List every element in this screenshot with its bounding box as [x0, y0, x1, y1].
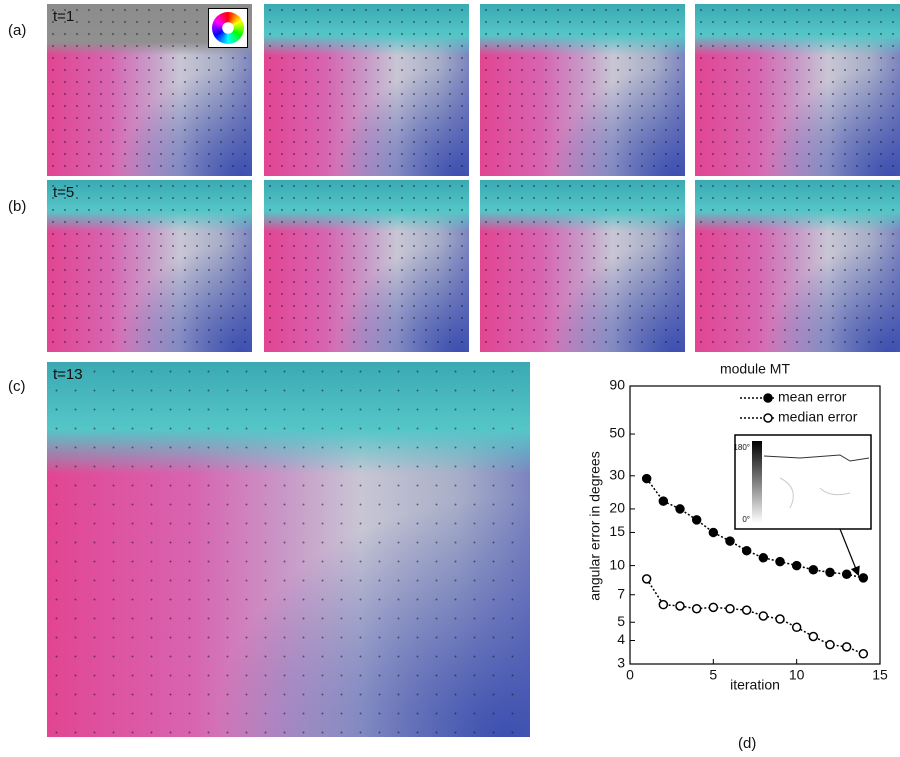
point [726, 605, 734, 613]
point [826, 641, 834, 649]
flow-image: t=5 [47, 180, 252, 352]
point [843, 643, 851, 651]
point [776, 558, 784, 566]
y-tick-label: 4 [617, 631, 625, 647]
point [809, 566, 817, 574]
color-wheel [208, 8, 248, 48]
flow-image: t=1 [47, 4, 252, 176]
y-tick-label: 15 [609, 523, 625, 539]
point [709, 603, 717, 611]
y-tick-label: 30 [609, 466, 625, 482]
x-tick-label: 15 [872, 667, 888, 683]
flow-image [695, 180, 900, 352]
x-tick-label: 5 [709, 667, 717, 683]
flow-image [264, 180, 469, 352]
time-label: t=5 [53, 184, 74, 201]
legend-label: median error [778, 409, 858, 425]
time-label: t=1 [53, 8, 74, 25]
flow-image [695, 4, 900, 176]
x-tick-label: 10 [789, 667, 805, 683]
flow-image [480, 4, 685, 176]
x-tick-label: 0 [626, 667, 634, 683]
panel-label: (a) [8, 22, 26, 39]
point [859, 650, 867, 658]
point [643, 475, 651, 483]
point [743, 547, 751, 555]
panel-label: (d) [738, 735, 756, 752]
point [843, 570, 851, 578]
legend-marker [764, 394, 772, 402]
x-axis-label: iteration [730, 677, 780, 693]
y-tick-label: 10 [609, 556, 625, 572]
y-tick-label: 90 [609, 377, 625, 393]
point [726, 537, 734, 545]
point [693, 516, 701, 524]
legend-marker [764, 414, 772, 422]
point [809, 632, 817, 640]
point [759, 554, 767, 562]
panel-label: (c) [8, 378, 26, 395]
inset-label: 180° [733, 443, 750, 452]
inset-label: 0° [742, 515, 750, 524]
y-tick-label: 7 [617, 585, 625, 601]
time-label: t=13 [53, 366, 83, 383]
inset [735, 435, 871, 574]
legend-label: mean error [778, 389, 847, 405]
point [759, 612, 767, 620]
chart: module MT iteration angular error in deg… [540, 358, 900, 708]
point [676, 505, 684, 513]
point [793, 562, 801, 570]
y-axis-label: angular error in degrees [587, 451, 603, 600]
point [659, 601, 667, 609]
y-tick-label: 20 [609, 500, 625, 516]
y-tick-label: 5 [617, 613, 625, 629]
flow-image [480, 180, 685, 352]
chart-title: module MT [720, 361, 790, 377]
flow-image [264, 4, 469, 176]
y-tick-label: 50 [609, 425, 625, 441]
point [676, 602, 684, 610]
panel-label: (b) [8, 198, 26, 215]
point [793, 623, 801, 631]
y-tick-label: 3 [617, 655, 625, 671]
point [776, 615, 784, 623]
point [693, 605, 701, 613]
point [826, 568, 834, 576]
point [859, 574, 867, 582]
point [743, 606, 751, 614]
point [709, 528, 717, 536]
point [659, 497, 667, 505]
point [643, 575, 651, 583]
figure: (a) t=1 (b) t=5 (c) t=13 (d) module MT i… [0, 0, 900, 757]
flow-image: t=13 [47, 362, 530, 737]
